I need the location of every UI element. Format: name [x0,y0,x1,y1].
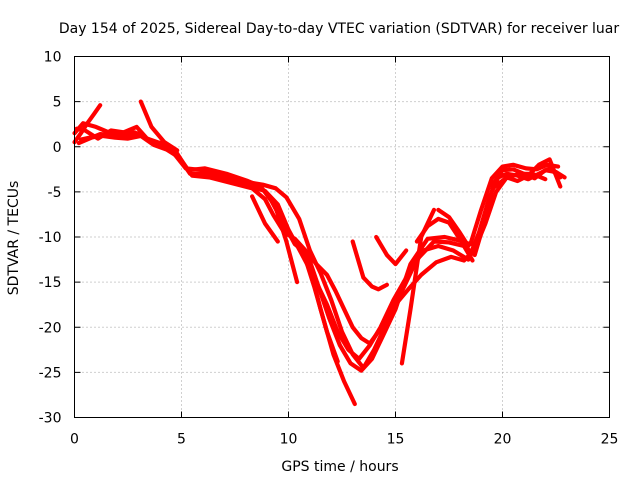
axis-ticks [74,56,610,418]
x-tick-label: 25 [601,432,619,448]
y-tick-label: 5 [53,95,62,111]
series-track-8 [250,194,280,244]
series-track-10 [305,257,357,407]
y-tick-label: -15 [39,275,62,291]
y-tick-label: 10 [44,50,62,66]
x-tick-label: 10 [280,432,298,448]
series-track-4 [78,133,563,346]
y-tick-label: -10 [39,230,62,246]
x-tick-label: 15 [387,432,405,448]
y-tick-label: -25 [39,365,62,381]
x-tick-label: 0 [70,432,79,448]
series-track-5 [72,103,103,145]
y-tick-label: -20 [39,320,62,336]
x-tick-labels: 0 5 10 15 20 25 [70,432,618,448]
series-track-15 [414,216,475,263]
y-axis-label: SDTVAR / TECUs [6,181,22,296]
y-tick-label: -30 [39,411,62,427]
y-tick-labels: 10 5 0 -5 -10 -15 -20 -25 -30 [39,50,62,427]
series-track-7 [271,198,300,285]
series-track-16 [491,171,548,190]
series-track-6 [138,99,180,153]
series-track-13 [399,207,437,366]
x-axis-label: GPS time / hours [281,459,398,475]
y-tick-label: 0 [53,140,62,156]
series-track-11 [350,239,389,292]
grid-lines [74,56,610,418]
y-tick-label: -5 [48,185,62,201]
series-track-3 [74,124,561,373]
x-tick-label: 20 [494,432,512,448]
chart-title: Day 154 of 2025, Sidereal Day-to-day VTE… [59,21,620,37]
x-tick-label: 5 [177,432,186,448]
data-series [72,99,567,407]
series-track-14 [436,207,471,249]
series-track-12 [374,234,409,267]
